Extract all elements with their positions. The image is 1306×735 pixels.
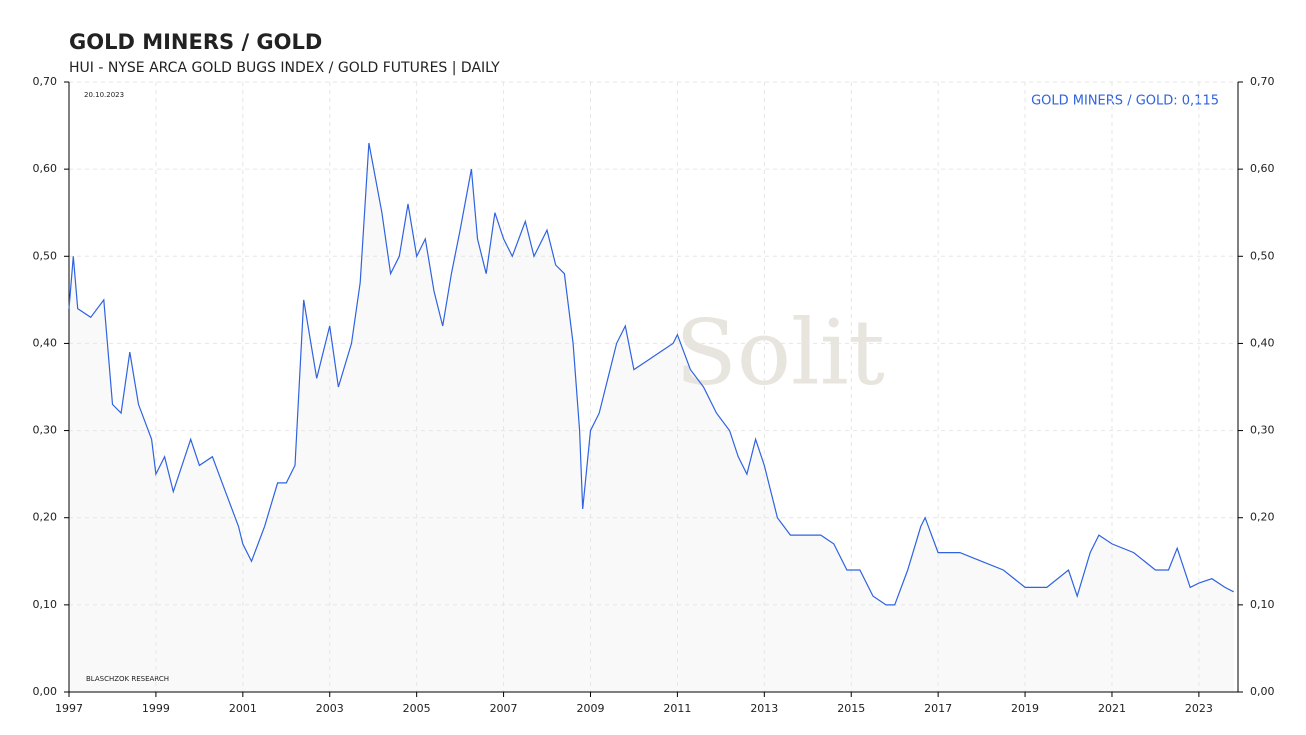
y-tick-label: 0,60 — [33, 162, 58, 175]
x-tick-label: 2013 — [750, 702, 778, 715]
legend-label: GOLD MINERS / GOLD: 0,115 — [1031, 94, 1219, 109]
y2-tick-label: 0,00 — [1250, 685, 1275, 698]
y2-tick-label: 0,10 — [1250, 598, 1275, 611]
y2-tick-label: 0,50 — [1250, 249, 1275, 262]
y2-tick-label: 0,40 — [1250, 336, 1275, 349]
x-tick-label: 1999 — [142, 702, 170, 715]
y-tick-label: 0,30 — [33, 424, 58, 437]
y2-tick-label: 0,70 — [1250, 75, 1275, 88]
x-tick-label: 1997 — [55, 702, 83, 715]
chart-title: GOLD MINERS / GOLD — [69, 30, 322, 54]
watermark: Solit — [675, 300, 885, 405]
y-tick-label: 0,00 — [33, 685, 58, 698]
y-tick-label: 0,40 — [33, 336, 58, 349]
x-tick-label: 2007 — [490, 702, 518, 715]
y-tick-label: 0,20 — [33, 511, 58, 524]
date-label: 20.10.2023 — [84, 91, 124, 99]
x-tick-label: 2019 — [1011, 702, 1039, 715]
x-tick-label: 2017 — [924, 702, 952, 715]
y2-tick-label: 0,30 — [1250, 424, 1275, 437]
line — [68, 142, 1234, 606]
y-tick-label: 0,70 — [33, 75, 58, 88]
x-tick-label: 2021 — [1098, 702, 1126, 715]
y2-tick-label: 0,60 — [1250, 162, 1275, 175]
y-tick-label: 0,50 — [33, 249, 58, 262]
x-tick-label: 2003 — [316, 702, 344, 715]
x-tick-label: 2001 — [229, 702, 257, 715]
x-tick-label: 2005 — [403, 702, 431, 715]
x-tick-label: 2023 — [1185, 702, 1213, 715]
x-tick-label: 2009 — [576, 702, 604, 715]
area — [69, 143, 1234, 692]
x-tick-label: 2015 — [837, 702, 865, 715]
y2-tick-label: 0,20 — [1250, 511, 1275, 524]
source-label: BLASCHZOK RESEARCH — [86, 675, 169, 683]
y-tick-label: 0,10 — [33, 598, 58, 611]
chart-subtitle: HUI - NYSE ARCA GOLD BUGS INDEX / GOLD F… — [69, 60, 500, 76]
x-tick-label: 2011 — [663, 702, 691, 715]
